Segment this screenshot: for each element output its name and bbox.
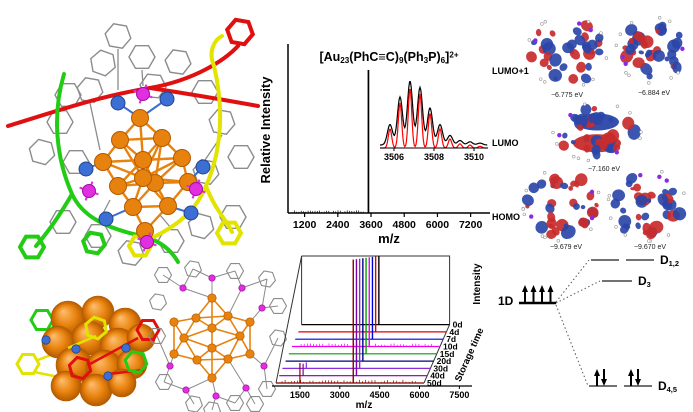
wf-series-label: 50d — [427, 378, 442, 388]
level-label-d12: D1,2 — [660, 253, 680, 268]
level-label-d3: D3 — [638, 274, 651, 289]
ms-inset-tick-label: 3506 — [384, 152, 404, 162]
crystal-structure-art — [6, 17, 260, 266]
wf-x-tick-label: 3000 — [330, 390, 350, 400]
orbital-energy-label: −6.884 eV — [637, 90, 671, 97]
panel-energy-level-diagram: 1D D1,2 D3 D4,5 — [492, 253, 693, 412]
orbital-energy-label: −7.160 eV — [587, 166, 621, 173]
panel-waterfall-spectra: 0d 4d 7d 10d 15d 20d 30d 40d 50d 1500 3000 4500 6000… — [258, 250, 498, 412]
spacefill-model-art — [15, 295, 161, 407]
wf-series-label: 30d — [433, 363, 448, 373]
orbital-row-label: HOMO — [492, 212, 520, 222]
wf-x-tick-label: 7500 — [449, 390, 469, 400]
wf-series-label: 15d — [440, 349, 455, 359]
core-framework-art — [147, 260, 288, 412]
wf-x-tick-label: 4500 — [370, 390, 390, 400]
wf-x-tick-label: 6000 — [409, 390, 429, 400]
orbital-row-label: LUMO — [492, 138, 519, 148]
ms-x-tick-label: 3600 — [359, 219, 383, 231]
panel-molecular-orbitals: LUMO+1 −6.775 eV −6.884 eV LUMO −7.160 eV HOM… — [492, 2, 693, 254]
wf-series-label: 7d — [446, 334, 456, 344]
ms-x-tick-label: 2400 — [326, 219, 350, 231]
wf-series-label: 10d — [443, 342, 458, 352]
ms-title-formula: [Au23(PhC≡C)9(Ph3P)6]2+ — [319, 50, 459, 65]
ms-x-tick-label: 6000 — [426, 219, 450, 231]
wf-x-tick-label: 1500 — [290, 390, 310, 400]
wf-y-axis-label: Intensity — [472, 263, 483, 305]
wf-series-label: 20d — [437, 356, 452, 366]
ms-x-axis-label: m/z — [378, 231, 400, 246]
ms-x-tick-label: 4800 — [393, 219, 417, 231]
ms-y-axis-label: Relative Intensity — [258, 76, 273, 184]
ms-x-tick-label: 1200 — [293, 219, 317, 231]
mass-spectrum-plot: 1200 2400 3600 4800 6000 7200 m/z 3506 3508 3510 — [287, 44, 490, 246]
orbital-energy-label: −9.670 eV — [633, 244, 667, 251]
orbital-energy-label: −6.775 eV — [550, 92, 584, 99]
wf-x-axis-label: m/z — [356, 400, 373, 411]
panel-spacefill-model — [8, 278, 183, 412]
orbital-isosurfaces-art — [521, 16, 687, 243]
orbital-energy-label: −9.679 eV — [549, 244, 583, 251]
energy-level-diagram-art — [519, 259, 654, 387]
wf-series-label: 4d — [449, 327, 459, 337]
wf-series-label: 40d — [430, 371, 445, 381]
ms-x-tick-label: 7200 — [459, 219, 483, 231]
ms-inset-tick-label: 3508 — [424, 152, 444, 162]
orbital-row-label: LUMO+1 — [492, 66, 529, 76]
initial-state-label: 1D — [498, 294, 514, 308]
panel-core-framework — [147, 260, 288, 412]
panel-mass-spectrum: Relative Intensity [Au23(PhC≡C)9(Ph3P)6]… — [258, 30, 493, 248]
ms-inset-tick-label: 3510 — [464, 152, 484, 162]
wf-series-label: 0d — [453, 320, 463, 330]
panel-crystal-structure — [0, 0, 265, 272]
level-label-d45: D4,5 — [658, 379, 678, 394]
